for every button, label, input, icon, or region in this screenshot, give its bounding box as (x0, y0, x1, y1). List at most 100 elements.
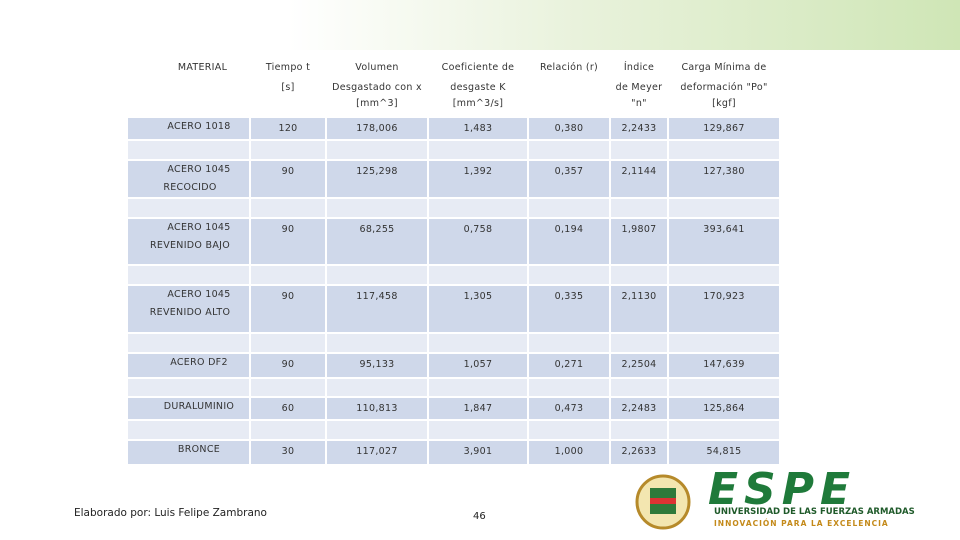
value-text: 125,864 (703, 403, 745, 414)
material-text: ACERO 1045 (167, 289, 231, 300)
table-cell (127, 397, 250, 420)
value-text: 0,473 (554, 403, 584, 414)
table-cell (250, 440, 326, 465)
logo-name: ESPE (708, 464, 857, 515)
value-text: 2,2504 (621, 359, 657, 370)
value-text: 117,458 (356, 291, 398, 302)
table-subcell (528, 265, 610, 285)
value-text: 393,641 (703, 224, 745, 235)
table-subcell (326, 140, 428, 160)
table-cell (250, 397, 326, 420)
table-cell (610, 218, 668, 265)
header-text: de Meyer (615, 82, 663, 93)
table-subcell (668, 420, 780, 440)
material-text: DURALUMINIO (163, 401, 235, 412)
value-text: 30 (281, 446, 295, 457)
value-text: 2,2433 (621, 123, 657, 134)
table-cell (528, 117, 610, 140)
value-text: 147,639 (703, 359, 745, 370)
material-text: REVENIDO ALTO (149, 307, 231, 318)
header-text: Tiempo t (265, 62, 311, 73)
table-subcell (428, 265, 528, 285)
value-text: 0,380 (554, 123, 584, 134)
table-cell (428, 353, 528, 378)
table-cell (250, 218, 326, 265)
value-text: 2,2633 (621, 446, 657, 457)
value-text: 60 (281, 403, 295, 414)
material-text: BRONCE (177, 444, 221, 455)
table-subcell (326, 378, 428, 397)
table-subcell (610, 198, 668, 218)
table-cell (127, 353, 250, 378)
header-cell (610, 58, 668, 117)
table-subcell (250, 140, 326, 160)
header-text: Desgastado con x (332, 82, 422, 93)
table-subcell (127, 198, 250, 218)
table-cell (668, 218, 780, 265)
table-cell (326, 117, 428, 140)
table-cell (528, 218, 610, 265)
table-subcell (326, 265, 428, 285)
value-text: 90 (281, 359, 295, 370)
table-cell (610, 117, 668, 140)
table-subcell (668, 265, 780, 285)
value-text: 129,867 (703, 123, 745, 134)
header-text: [mm^3/s] (452, 98, 504, 109)
value-text: 120 (278, 123, 298, 134)
table-subcell (326, 198, 428, 218)
header-cell (250, 58, 326, 117)
table-subcell (528, 378, 610, 397)
value-text: 0,194 (554, 224, 584, 235)
table-cell (528, 353, 610, 378)
table-cell (250, 160, 326, 198)
header-text: Relación (r) (539, 62, 599, 73)
table-cell (668, 440, 780, 465)
header-cell (326, 58, 428, 117)
table-cell (127, 218, 250, 265)
table-cell (668, 353, 780, 378)
value-text: 68,255 (359, 224, 395, 235)
table-cell (326, 218, 428, 265)
table-subcell (250, 198, 326, 218)
header-text: MATERIAL (177, 62, 228, 73)
table-cell (528, 285, 610, 333)
table-cell (127, 440, 250, 465)
value-text: 1,000 (554, 446, 584, 457)
table-subcell (250, 378, 326, 397)
table-cell (610, 353, 668, 378)
table-subcell (326, 333, 428, 353)
table-cell (326, 397, 428, 420)
value-text: 0,758 (463, 224, 493, 235)
value-text: 1,9807 (621, 224, 657, 235)
table-subcell (428, 140, 528, 160)
value-text: 127,380 (703, 166, 745, 177)
table-subcell (528, 198, 610, 218)
logo: ESPE UNIVERSIDAD DE LAS FUERZAS ARMADAS … (628, 464, 948, 540)
table-cell (127, 160, 250, 198)
header-text: [s] (281, 82, 295, 93)
author: Elaborado por: Luis Felipe Zambrano (74, 507, 267, 519)
table-cell (428, 160, 528, 198)
table-subcell (668, 140, 780, 160)
table-cell (326, 285, 428, 333)
table-subcell (610, 140, 668, 160)
table-cell (668, 160, 780, 198)
table-subcell (428, 333, 528, 353)
table-subcell (250, 265, 326, 285)
value-text: 1,305 (463, 291, 493, 302)
value-text: 1,392 (463, 166, 493, 177)
table-cell (127, 117, 250, 140)
logo-motto: INNOVACIÓN PARA LA EXCELENCIA (714, 519, 889, 528)
header-text: Volumen (355, 62, 399, 73)
table-cell (326, 353, 428, 378)
header-text: [kgf] (712, 98, 736, 109)
table-subcell (610, 420, 668, 440)
value-text: 125,298 (356, 166, 398, 177)
table-subcell (127, 333, 250, 353)
table-subcell (528, 140, 610, 160)
table-cell (428, 397, 528, 420)
material-text: ACERO 1045 (167, 164, 231, 175)
header-cell (668, 58, 780, 117)
header-text: Índice (623, 62, 655, 73)
